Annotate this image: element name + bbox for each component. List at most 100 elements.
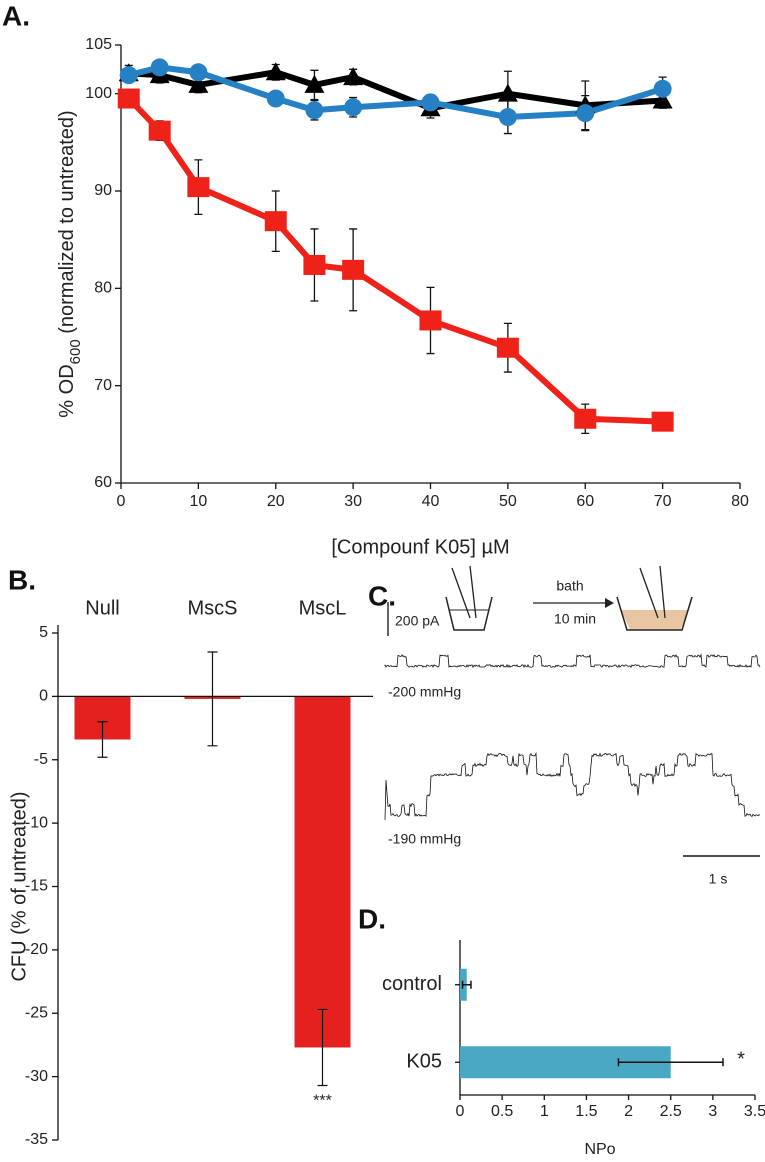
y-tick-label: 100 <box>85 85 112 102</box>
category-label: Null <box>85 597 119 619</box>
marker <box>419 310 442 331</box>
x-tick-label: 20 <box>267 493 285 510</box>
error-bar <box>97 721 108 758</box>
category-label: MscL <box>299 597 347 619</box>
marker <box>343 67 364 86</box>
category-label: MscS <box>188 597 238 619</box>
x-tick-label: 60 <box>576 493 594 510</box>
marker <box>189 63 208 82</box>
marker <box>498 108 517 127</box>
panel-label: D. <box>358 903 386 934</box>
scale-label: 200 pA <box>395 613 440 629</box>
y-tick-label: -5 <box>34 751 48 768</box>
marker <box>497 83 518 102</box>
y-tick-label: -15 <box>25 878 48 895</box>
category-label: control <box>382 973 442 995</box>
marker <box>496 337 519 358</box>
y-tick-label: -25 <box>25 1004 48 1021</box>
x-tick-label: 0 <box>117 493 126 510</box>
marker <box>342 259 365 280</box>
scale-label: 1 s <box>709 871 728 887</box>
error-bar <box>317 1008 328 1087</box>
marker <box>187 177 210 198</box>
series-line <box>128 69 663 112</box>
error-bar <box>617 1058 724 1067</box>
x-tick-label: 10 <box>189 493 207 510</box>
y-tick-label: 90 <box>94 182 112 199</box>
x-tick-label: 50 <box>499 493 517 510</box>
y-tick-label: -30 <box>25 1068 48 1085</box>
panel-label: C. <box>368 580 396 611</box>
series-line <box>126 96 663 425</box>
y-tick-label: -35 <box>25 1131 48 1148</box>
marker <box>117 88 140 109</box>
pipette <box>451 565 477 619</box>
y-tick-label: 80 <box>94 280 112 297</box>
bath-fill <box>621 610 689 630</box>
x-tick-label: 1.5 <box>575 1103 597 1120</box>
marker <box>188 74 209 93</box>
category-label: K05 <box>406 1051 442 1073</box>
y-axis-label-part: 600 <box>67 339 84 364</box>
x-tick-label: 1 <box>540 1103 549 1120</box>
beaker <box>616 596 693 631</box>
y-tick-label: 0 <box>39 688 48 705</box>
pipette <box>639 565 666 619</box>
y-axis-label-part: % OD <box>56 364 78 417</box>
marker <box>576 104 595 123</box>
annotation: * <box>737 1049 745 1071</box>
y-axis-label: CFU (% of untreated) <box>8 791 30 981</box>
marker <box>148 120 171 141</box>
marker <box>421 93 440 112</box>
trace-label: -200 mmHg <box>388 684 461 700</box>
x-tick-label: 2.5 <box>660 1103 682 1120</box>
x-tick-label: 70 <box>654 493 672 510</box>
marker <box>653 79 672 98</box>
series-line <box>128 64 664 121</box>
x-axis-label: [Compounf K05] µM <box>331 536 509 558</box>
y-tick-label: 60 <box>94 474 112 491</box>
panel-label: B. <box>8 564 36 595</box>
error-bar <box>461 980 472 989</box>
marker <box>119 66 138 85</box>
arrow-label: bath <box>556 578 583 594</box>
x-tick-label: 3.5 <box>744 1103 765 1120</box>
beaker <box>445 596 493 631</box>
y-axis-label: % OD600 (normalized to untreated) <box>56 110 84 417</box>
bar <box>294 696 351 1048</box>
x-tick-label: 3 <box>708 1103 717 1120</box>
x-tick-label: 0 <box>456 1103 465 1120</box>
x-tick-label: 30 <box>344 493 362 510</box>
marker <box>305 101 324 120</box>
marker <box>651 411 674 432</box>
trace <box>384 653 761 669</box>
marker <box>574 408 597 429</box>
y-tick-label: 5 <box>39 624 48 641</box>
y-axis-label-part: (normalized to untreated) <box>56 110 78 339</box>
annotation: *** <box>313 1093 332 1110</box>
marker <box>150 58 169 77</box>
y-tick-label: -20 <box>25 941 48 958</box>
marker <box>265 62 286 81</box>
trace-label: -190 mmHg <box>388 831 461 847</box>
marker <box>303 254 326 275</box>
x-tick-label: 80 <box>731 493 749 510</box>
arrowhead <box>605 598 614 608</box>
arrow-sublabel: 10 min <box>554 611 596 627</box>
x-tick-label: 40 <box>422 493 440 510</box>
y-tick-label: 105 <box>85 36 112 53</box>
marker <box>304 74 325 93</box>
x-tick-label: 2 <box>624 1103 633 1120</box>
marker <box>266 89 285 108</box>
marker <box>344 98 363 117</box>
y-tick-label: -10 <box>25 814 48 831</box>
marker <box>264 211 287 232</box>
error-bar <box>207 651 218 747</box>
panel-c: C. bath 10 min 200 pA -200 mmHg -190 mmH… <box>368 565 761 887</box>
trace <box>384 751 761 821</box>
x-axis-label: NPo <box>584 1141 615 1158</box>
y-tick-label: 70 <box>94 377 112 394</box>
panel-label: A. <box>2 0 30 31</box>
